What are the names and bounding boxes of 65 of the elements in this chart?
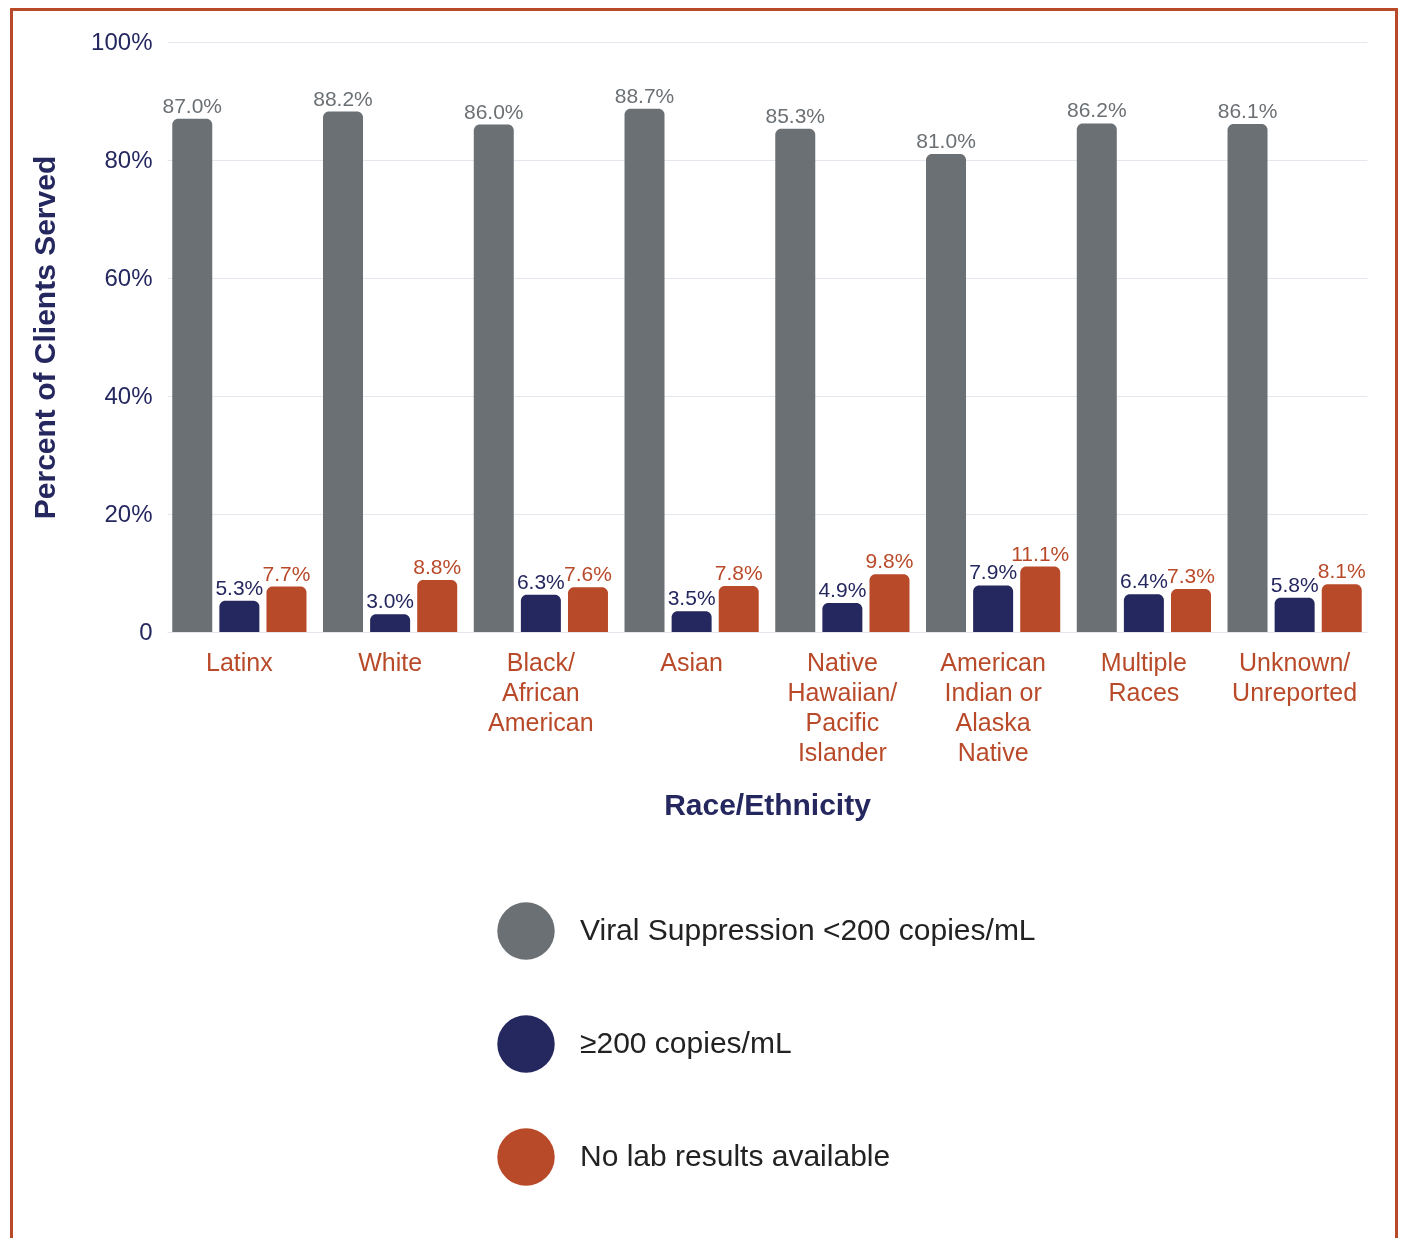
bar (1274, 597, 1315, 632)
data-label: 9.8% (865, 549, 914, 573)
bar (266, 586, 307, 632)
legend-label: Viral Suppression <200 copies/mL (580, 913, 1036, 946)
data-label: 86.0% (463, 99, 524, 123)
bar (567, 587, 608, 632)
bar (473, 124, 514, 632)
x-tick-label: Unknown/ Unreported (1232, 647, 1358, 706)
data-label: 6.3% (516, 569, 565, 593)
bar (172, 118, 213, 632)
bar (417, 580, 458, 632)
data-label: 3.0% (366, 589, 415, 613)
x-tick-label: Native Hawaiian/ Pacific Islander (787, 647, 898, 766)
y-tick-label: 80% (104, 145, 153, 173)
bar (1227, 124, 1268, 632)
bar (718, 585, 759, 632)
x-axis-title: Race/Ethnicity (664, 787, 872, 821)
y-tick-label: 60% (104, 263, 153, 291)
data-label: 8.1% (1317, 559, 1366, 583)
data-label: 4.9% (818, 578, 867, 602)
bar (869, 574, 910, 632)
data-label: 86.2% (1067, 98, 1127, 122)
data-label: 5.8% (1270, 572, 1319, 596)
bar (370, 614, 411, 632)
bar (822, 603, 863, 632)
data-label: 7.7% (262, 561, 311, 585)
data-label: 3.5% (667, 586, 716, 610)
bar (219, 600, 260, 632)
bar (775, 128, 816, 632)
y-tick-label: 20% (104, 499, 153, 527)
x-tick-label: Black/ African American (488, 647, 594, 736)
data-label: 5.3% (215, 575, 264, 599)
data-label: 88.2% (313, 86, 373, 110)
data-label: 7.8% (714, 560, 763, 584)
bar (1123, 594, 1164, 632)
y-tick-label: 100% (91, 27, 153, 55)
data-label: 87.0% (162, 93, 223, 117)
legend-label: No lab results available (580, 1139, 891, 1172)
bar (624, 108, 665, 632)
data-label: 81.0% (916, 129, 976, 153)
y-axis-title: Percent of Clients Served (28, 155, 62, 520)
x-tick-label: White (358, 647, 423, 676)
x-tick-label: Multiple Races (1100, 647, 1187, 706)
y-tick-label: 0 (139, 617, 153, 645)
data-label: 7.6% (564, 562, 612, 586)
bar (926, 154, 967, 632)
bar (520, 594, 561, 632)
data-label: 7.3% (1167, 563, 1215, 587)
x-tick-label: Asian (660, 647, 723, 676)
bar (973, 585, 1014, 632)
x-tick-label: American Indian or Alaska Native (940, 647, 1046, 766)
y-tick-label: 40% (104, 381, 153, 409)
bar (323, 111, 364, 632)
bar (1020, 566, 1061, 632)
data-label: 88.7% (614, 83, 675, 107)
data-label: 6.4% (1119, 569, 1168, 593)
data-label: 8.8% (413, 555, 462, 579)
x-tick-label: Latinx (206, 647, 274, 676)
bar (671, 611, 712, 632)
bar (1170, 588, 1211, 632)
data-label: 86.1% (1217, 99, 1278, 123)
data-label: 85.3% (765, 103, 826, 127)
bar (1076, 123, 1117, 632)
bar (1321, 584, 1362, 632)
legend-label: ≥200 copies/mL (580, 1026, 792, 1059)
